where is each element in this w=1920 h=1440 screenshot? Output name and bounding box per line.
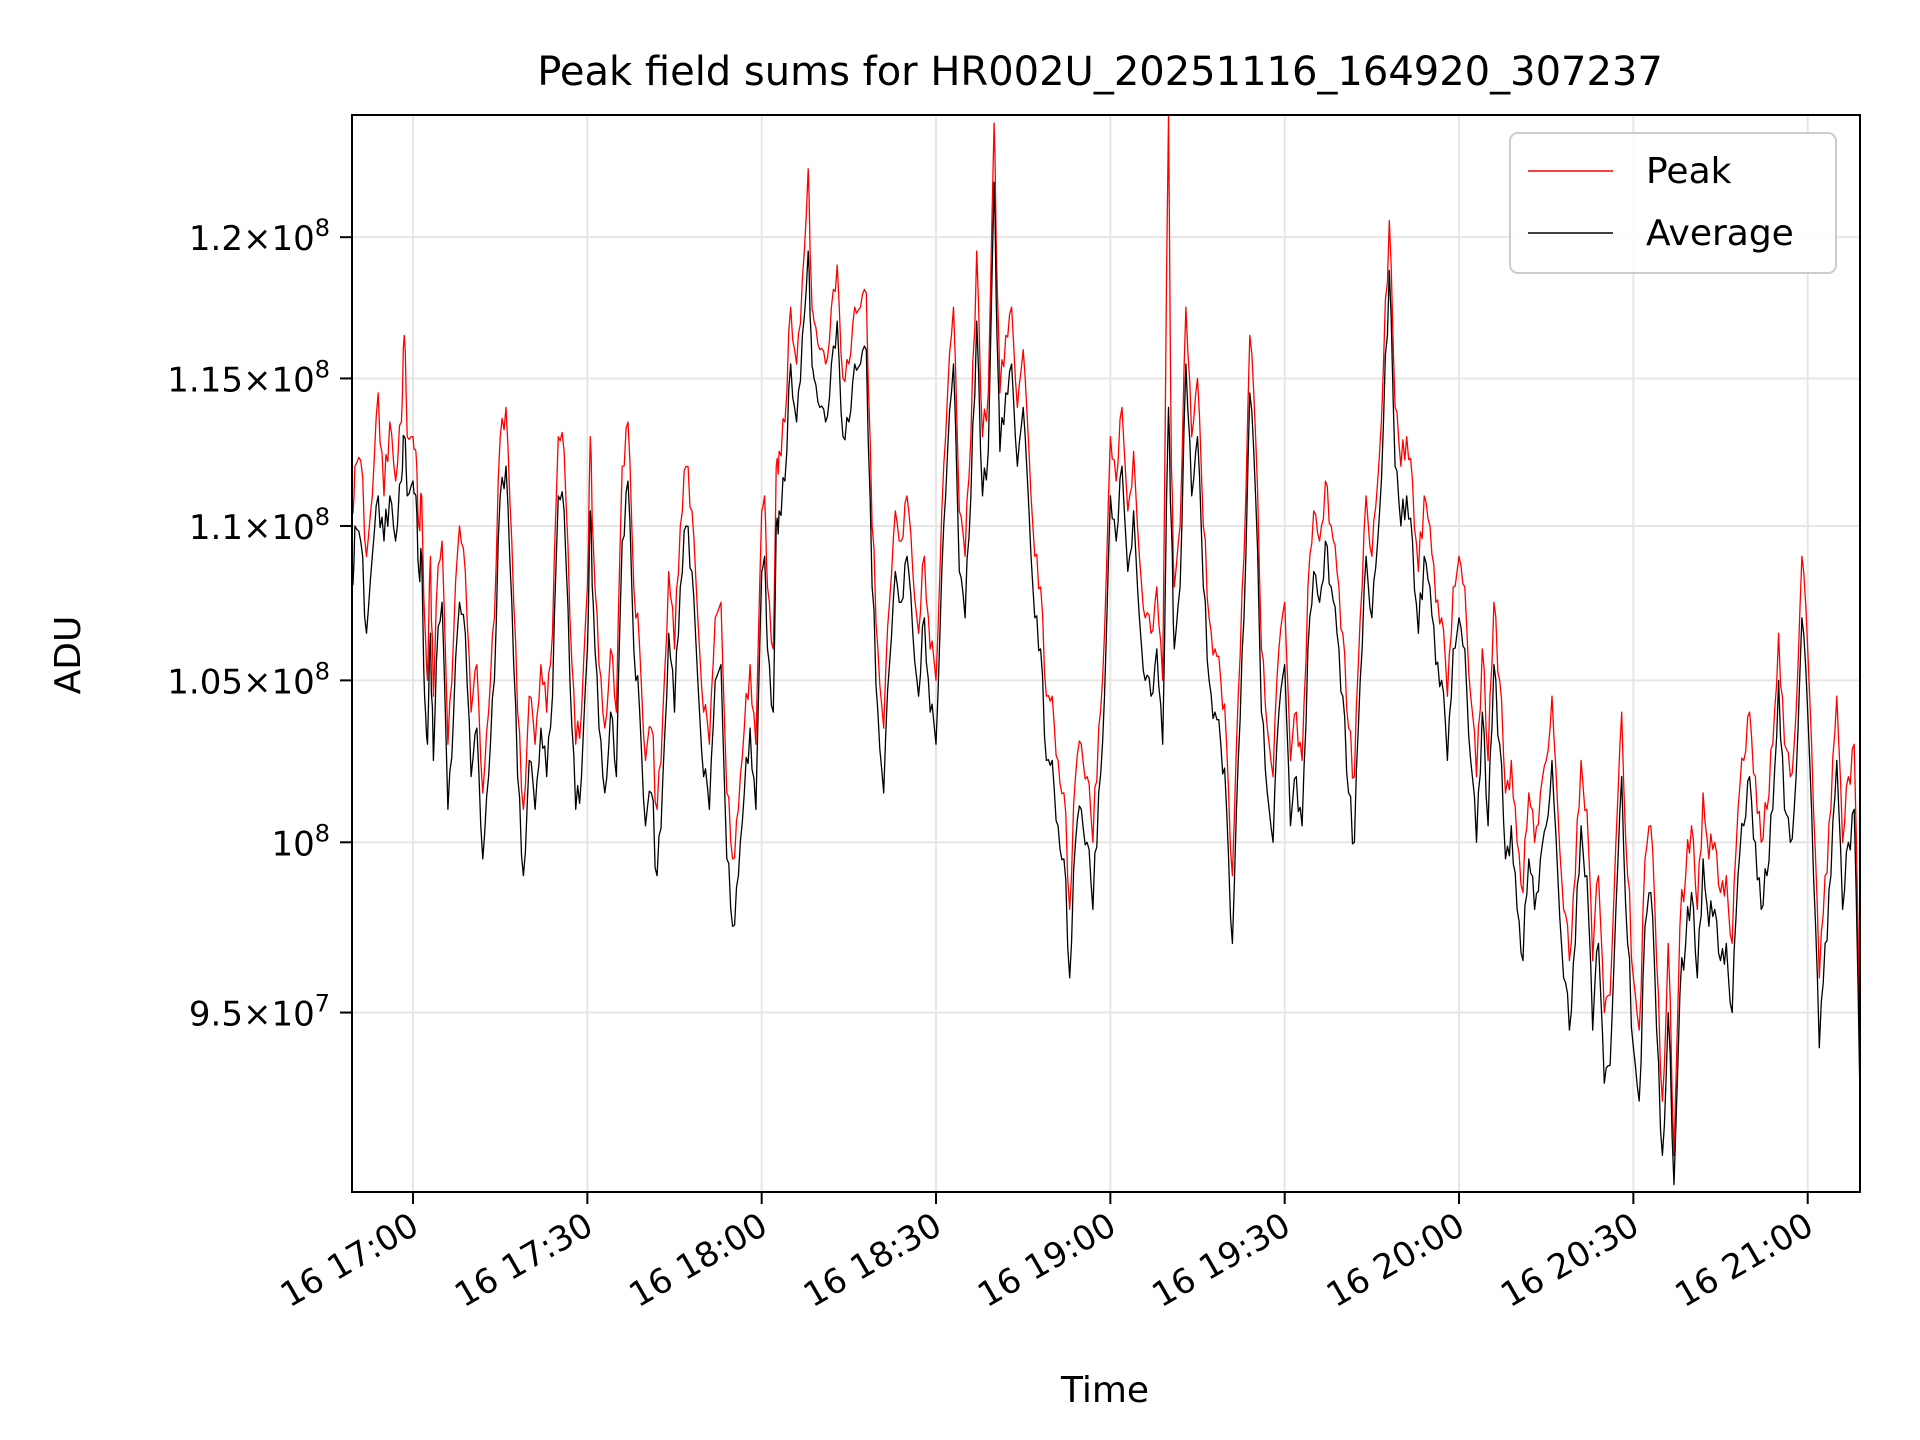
y-tick-label: 108	[271, 819, 330, 864]
legend: Peak Average	[1509, 132, 1837, 274]
y-tick-label: 1.2×108	[189, 214, 330, 259]
y-axis-label: ADU	[48, 616, 89, 695]
legend-label-average: Average	[1646, 213, 1794, 254]
series-line-peak	[352, 115, 1860, 1156]
y-tick-label: 9.5×107	[189, 990, 330, 1035]
legend-label-peak: Peak	[1646, 151, 1732, 192]
y-tick-label: 1.15×108	[167, 355, 330, 400]
legend-box	[1509, 132, 1837, 274]
grid	[352, 115, 1860, 1192]
chart-title: Peak field sums for HR002U_20251116_1649…	[537, 49, 1663, 95]
y-tick-label: 1.1×108	[189, 503, 330, 548]
series-line-average	[352, 181, 1860, 1186]
x-axis-label: Time	[1060, 1370, 1149, 1411]
plot-frame	[351, 114, 1861, 1193]
y-axis-ticks: 9.5×107 108 1.05×108 1.1×108 1.15×108 1.2×108	[167, 214, 352, 1035]
y-tick-label: 1.05×108	[167, 657, 330, 702]
